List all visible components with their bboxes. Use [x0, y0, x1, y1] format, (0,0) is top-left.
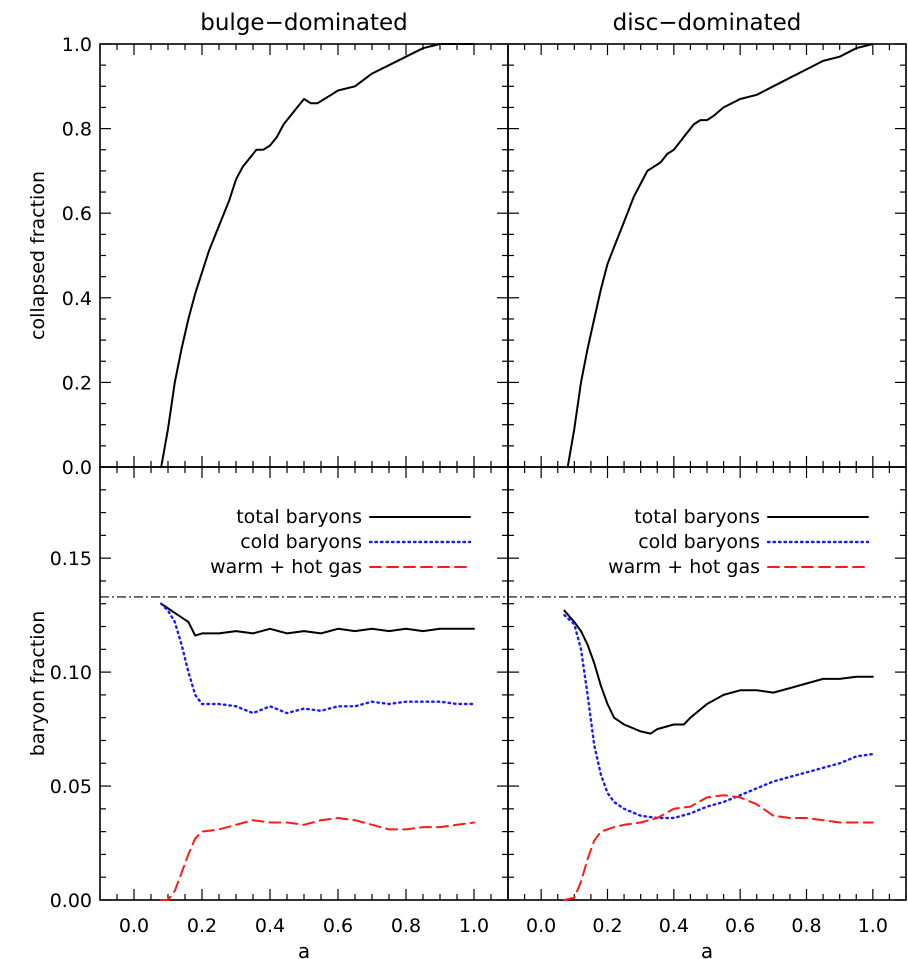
y-axis-label: baryon fraction: [27, 611, 49, 756]
panel-title: bulge−dominated: [200, 10, 408, 36]
legend-label: cold baryons: [240, 531, 362, 553]
y-tick-label: 0.2: [62, 372, 92, 394]
series-line-total-baryons: [563, 609, 874, 735]
x-tick-label: 0.4: [659, 915, 689, 937]
series-line-warm-hot-gas: [160, 817, 475, 901]
legend-label: warm + hot gas: [210, 556, 362, 578]
x-tick-label: 0.2: [187, 915, 217, 937]
legend-label: total baryons: [634, 506, 760, 528]
y-tick-label: 0.6: [62, 203, 92, 225]
panel-frame-top-right: [507, 43, 907, 468]
series-line-collapsed-fraction: [566, 43, 874, 468]
y-tick-label: 0.00: [50, 890, 92, 912]
y-tick-label: 0.8: [62, 119, 92, 141]
y-tick-label: 0.05: [50, 776, 92, 798]
series-line-total-baryons: [160, 602, 475, 637]
legend-label: warm + hot gas: [608, 556, 760, 578]
x-tick-label: 1.0: [459, 915, 489, 937]
legend-label: total baryons: [236, 506, 362, 528]
y-tick-label: 1.0: [62, 34, 92, 56]
x-tick-label: 0.0: [526, 915, 556, 937]
text-layer: 0.0 0.2 0.4 0.6 0.8 1.0 bulge−dominated collaps…: [27, 10, 888, 959]
x-tick-label: 0.0: [119, 915, 149, 937]
x-axis-label: a: [701, 939, 713, 959]
x-tick-label: 1.0: [858, 915, 888, 937]
x-tick-label: 0.6: [725, 915, 755, 937]
series-line-cold-baryons: [159, 602, 476, 715]
panel-frames: [99, 43, 907, 901]
y-tick-label: 0.4: [62, 288, 92, 310]
x-tick-label: 0.4: [255, 915, 285, 937]
series-line-warm-hot-gas: [563, 794, 874, 901]
y-tick-label: 0.0: [62, 457, 92, 479]
legend-label: cold baryons: [638, 531, 760, 553]
y-axis-label: collapsed fraction: [27, 171, 49, 340]
series-line-collapsed-fraction: [160, 43, 475, 468]
x-axis-label: a: [298, 939, 310, 959]
x-tick-label: 0.6: [323, 915, 353, 937]
data-layer: [100, 43, 906, 901]
panel-title: disc−dominated: [613, 10, 802, 36]
x-tick-label: 0.2: [592, 915, 622, 937]
series-line-cold-baryons: [563, 613, 874, 820]
y-tick-label: 0.10: [50, 662, 92, 684]
panel-frame-top-left: [99, 43, 509, 468]
x-tick-label: 0.8: [391, 915, 421, 937]
x-tick-label: 0.8: [791, 915, 821, 937]
y-tick-label: 0.15: [50, 548, 92, 570]
